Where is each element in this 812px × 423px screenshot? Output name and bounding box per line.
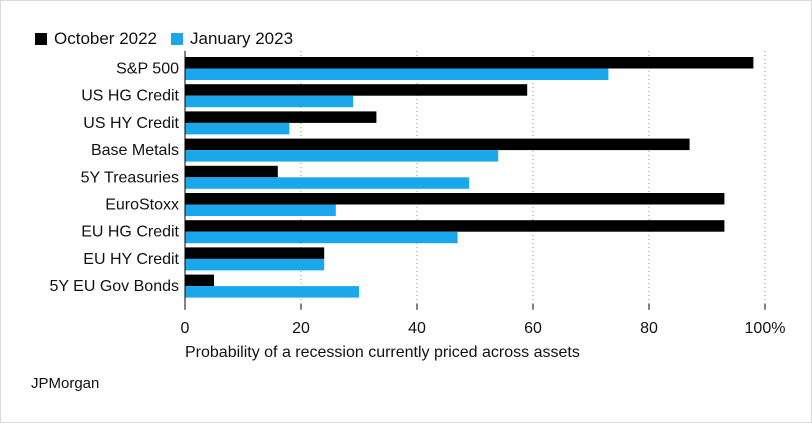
x-tick-label-80: 80	[640, 320, 658, 337]
x-tick-label-40: 40	[408, 320, 426, 337]
category-label-s-p-500: S&P 500	[116, 61, 179, 78]
legend-label-october-2022: October 2022	[54, 29, 158, 48]
category-label-5y-treasuries: 5Y Treasuries	[81, 169, 179, 186]
bar-october-2022-eu-hy-credit	[185, 247, 325, 259]
bar-january-2023-eu-hy-credit	[185, 258, 325, 271]
bar-october-2022-5y-treasuries	[185, 165, 278, 178]
x-axis-label: Probability of a recession currently pri…	[185, 344, 580, 361]
chart-legend: October 2022 January 2023	[35, 29, 307, 49]
x-tick-label-60: 60	[524, 320, 542, 337]
bar-october-2022-eu-hg-credit	[185, 220, 725, 232]
x-tick-label-0: 0	[181, 320, 190, 337]
category-label-5y-eu-gov-bonds: 5Y EU Gov Bonds	[49, 278, 179, 295]
x-tick-label-20: 20	[292, 320, 310, 337]
x-tick-label-100: 100%	[745, 320, 786, 337]
bar-october-2022-5y-eu-gov-bonds	[185, 274, 214, 287]
bar-january-2023-us-hy-credit	[185, 122, 290, 135]
bar-october-2022-us-hy-credit	[185, 111, 377, 123]
legend-item-october-2022: October 2022	[35, 29, 157, 49]
bar-january-2023-eu-hg-credit	[185, 231, 458, 244]
legend-swatch-january-2023	[171, 33, 184, 45]
bar-january-2023-s-p-500	[185, 68, 609, 80]
legend-label-january-2023: January 2023	[190, 29, 294, 48]
bar-january-2023-5y-treasuries	[185, 177, 470, 189]
bar-october-2022-s-p-500	[185, 57, 754, 69]
category-label-us-hy-credit: US HY Credit	[83, 115, 179, 132]
bar-january-2023-base-metals	[185, 150, 499, 162]
legend-swatch-october-2022	[35, 33, 47, 45]
bar-october-2022-eurostoxx	[185, 193, 725, 205]
category-label-eu-hg-credit: EU HG Credit	[81, 224, 179, 241]
category-label-eurostoxx: EuroStoxx	[105, 197, 179, 214]
category-label-base-metals: Base Metals	[91, 142, 179, 159]
bar-october-2022-base-metals	[185, 138, 690, 151]
legend-item-january-2023: January 2023	[171, 29, 293, 49]
source-label: JPMorgan	[31, 375, 100, 392]
category-label-us-hg-credit: US HG Credit	[81, 88, 179, 105]
bar-january-2023-us-hg-credit	[185, 95, 354, 108]
bar-january-2023-eurostoxx	[185, 204, 336, 216]
bar-january-2023-5y-eu-gov-bonds	[185, 286, 359, 298]
bar-october-2022-us-hg-credit	[185, 84, 528, 96]
category-label-eu-hy-credit: EU HY Credit	[83, 251, 179, 268]
